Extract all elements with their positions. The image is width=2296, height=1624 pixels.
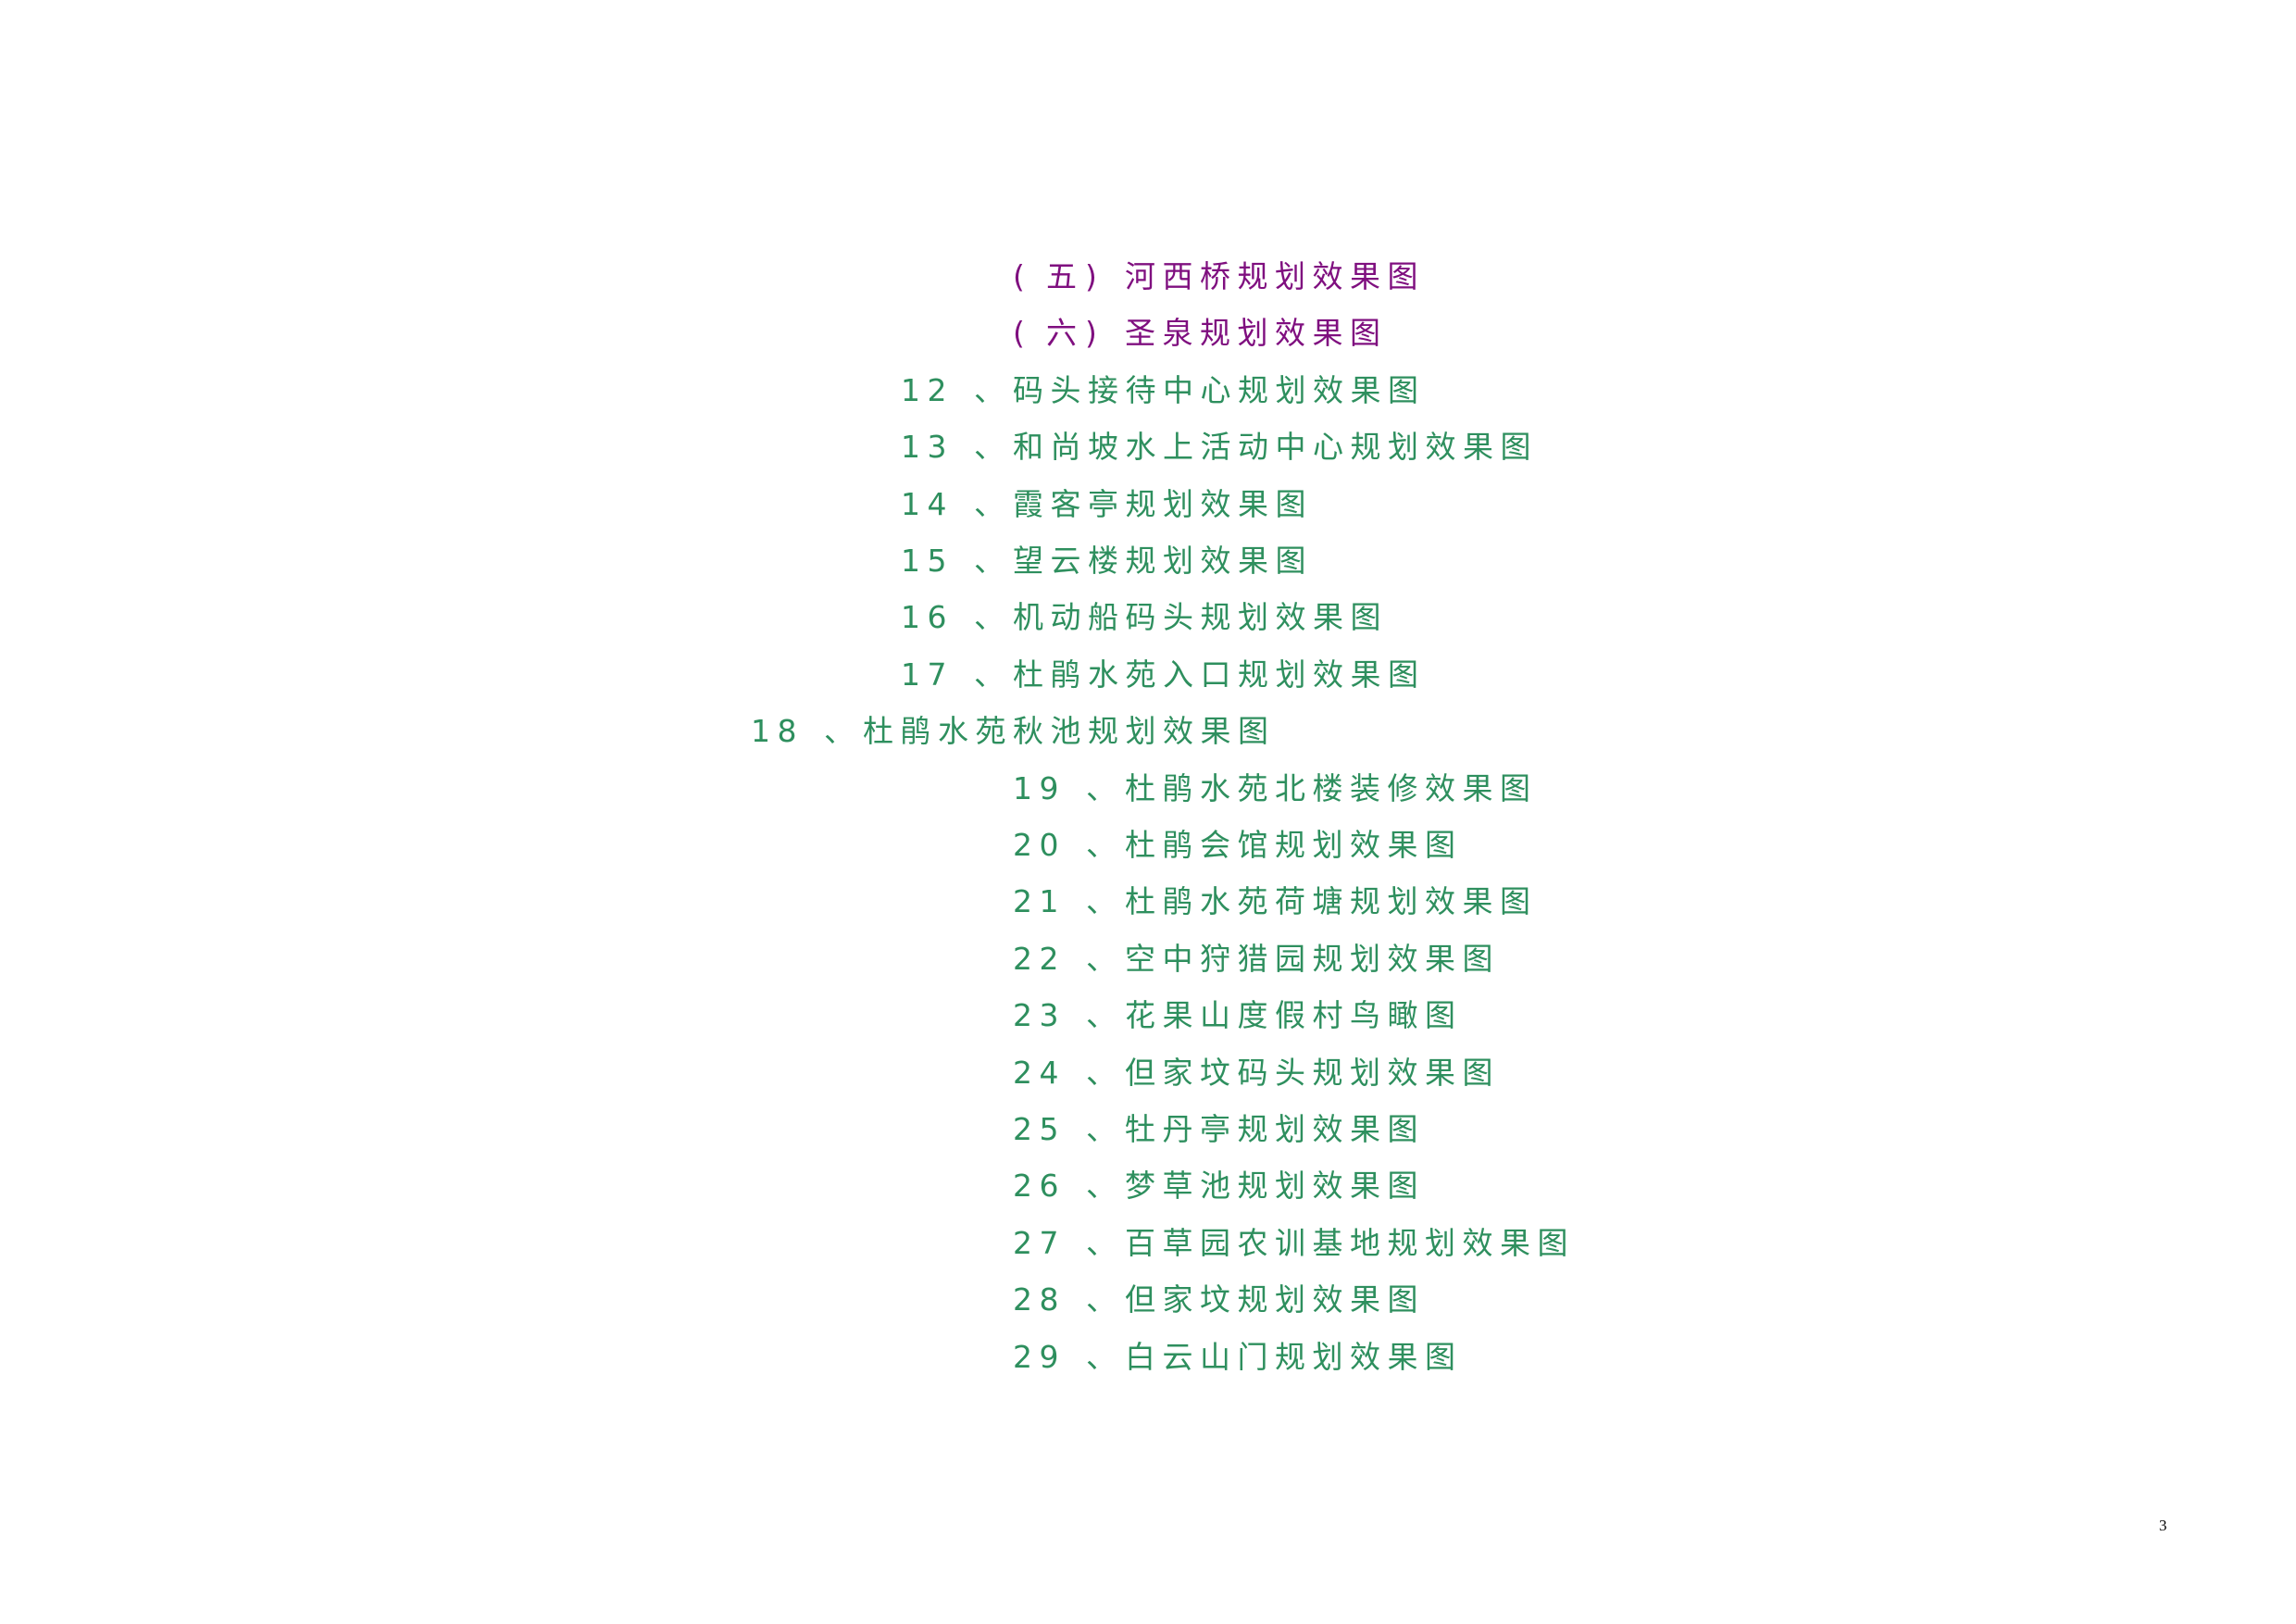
item-number: 18	[751, 713, 804, 750]
item-title: 杜鹃水苑入口规划效果图	[1013, 656, 1426, 693]
item-number: 29	[1013, 1338, 1066, 1375]
item-title: 杜鹃水苑荷塘规划效果图	[1125, 883, 1538, 920]
item-separator: 、	[1086, 1054, 1124, 1091]
item-number: 13	[901, 429, 954, 466]
item-number: 16	[901, 599, 954, 636]
item-number: 19	[1013, 769, 1066, 806]
item-separator: 、	[974, 656, 1012, 693]
item-separator: 、	[1086, 1281, 1124, 1318]
item-number: 28	[1013, 1281, 1066, 1318]
item-title: 梦草池规划效果图	[1125, 1168, 1425, 1205]
item-separator: 、	[1086, 883, 1124, 920]
item-separator: 、	[974, 371, 1012, 408]
item-title: 花果山度假村鸟瞰图	[1125, 997, 1463, 1034]
section-open-paren: (	[1013, 258, 1032, 294]
section-close-paren: )	[1085, 258, 1104, 294]
section-close-paren: )	[1085, 315, 1104, 352]
item-separator: 、	[1086, 827, 1124, 863]
item-title: 空中狩猎园规划效果图	[1125, 940, 1500, 977]
item-title: 但家坟码头规划效果图	[1125, 1054, 1500, 1091]
item-title: 码头接待中心规划效果图	[1013, 371, 1426, 408]
item-separator: 、	[824, 713, 862, 750]
item-number: 26	[1013, 1168, 1066, 1205]
item-number: 20	[1013, 827, 1066, 863]
item-number: 24	[1013, 1054, 1066, 1091]
item-title: 牡丹亭规划效果图	[1125, 1111, 1425, 1147]
item-separator: 、	[1086, 1168, 1124, 1205]
item-number: 12	[901, 371, 954, 408]
item-title: 和尚坡水上活动中心规划效果图	[1013, 429, 1538, 466]
item-number: 15	[901, 543, 954, 579]
item-number: 22	[1013, 940, 1066, 977]
item-title: 百草园农训基地规划效果图	[1125, 1224, 1575, 1261]
item-separator: 、	[974, 485, 1012, 522]
section-number: 五	[1046, 258, 1084, 294]
section-title: 圣泉规划效果图	[1125, 315, 1388, 352]
item-title: 白云山门规划效果图	[1125, 1338, 1463, 1375]
item-separator: 、	[974, 543, 1012, 579]
item-number: 14	[901, 485, 954, 522]
item-separator: 、	[974, 429, 1012, 466]
item-separator: 、	[1086, 997, 1124, 1034]
item-title: 望云楼规划效果图	[1013, 543, 1313, 579]
section-number: 六	[1046, 315, 1084, 352]
item-title: 但家坟规划效果图	[1125, 1281, 1425, 1318]
item-number: 21	[1013, 883, 1066, 920]
item-separator: 、	[1086, 1338, 1124, 1375]
item-separator: 、	[1086, 769, 1124, 806]
item-title: 霞客亭规划效果图	[1013, 485, 1313, 522]
item-title: 杜鹃水苑北楼装修效果图	[1125, 769, 1538, 806]
item-separator: 、	[974, 599, 1012, 636]
item-separator: 、	[1086, 1224, 1124, 1261]
item-number: 25	[1013, 1111, 1066, 1147]
item-title: 杜鹃水苑秋池规划效果图	[863, 713, 1276, 750]
item-number: 23	[1013, 997, 1066, 1034]
item-separator: 、	[1086, 940, 1124, 977]
item-number: 17	[901, 656, 954, 693]
item-separator: 、	[1086, 1111, 1124, 1147]
item-number: 27	[1013, 1224, 1066, 1261]
item-title: 杜鹃会馆规划效果图	[1125, 827, 1463, 863]
item-title: 机动船码头规划效果图	[1013, 599, 1388, 636]
page-number: 3	[2159, 1517, 2167, 1534]
section-open-paren: (	[1013, 315, 1032, 352]
section-title: 河西桥规划效果图	[1125, 258, 1425, 294]
